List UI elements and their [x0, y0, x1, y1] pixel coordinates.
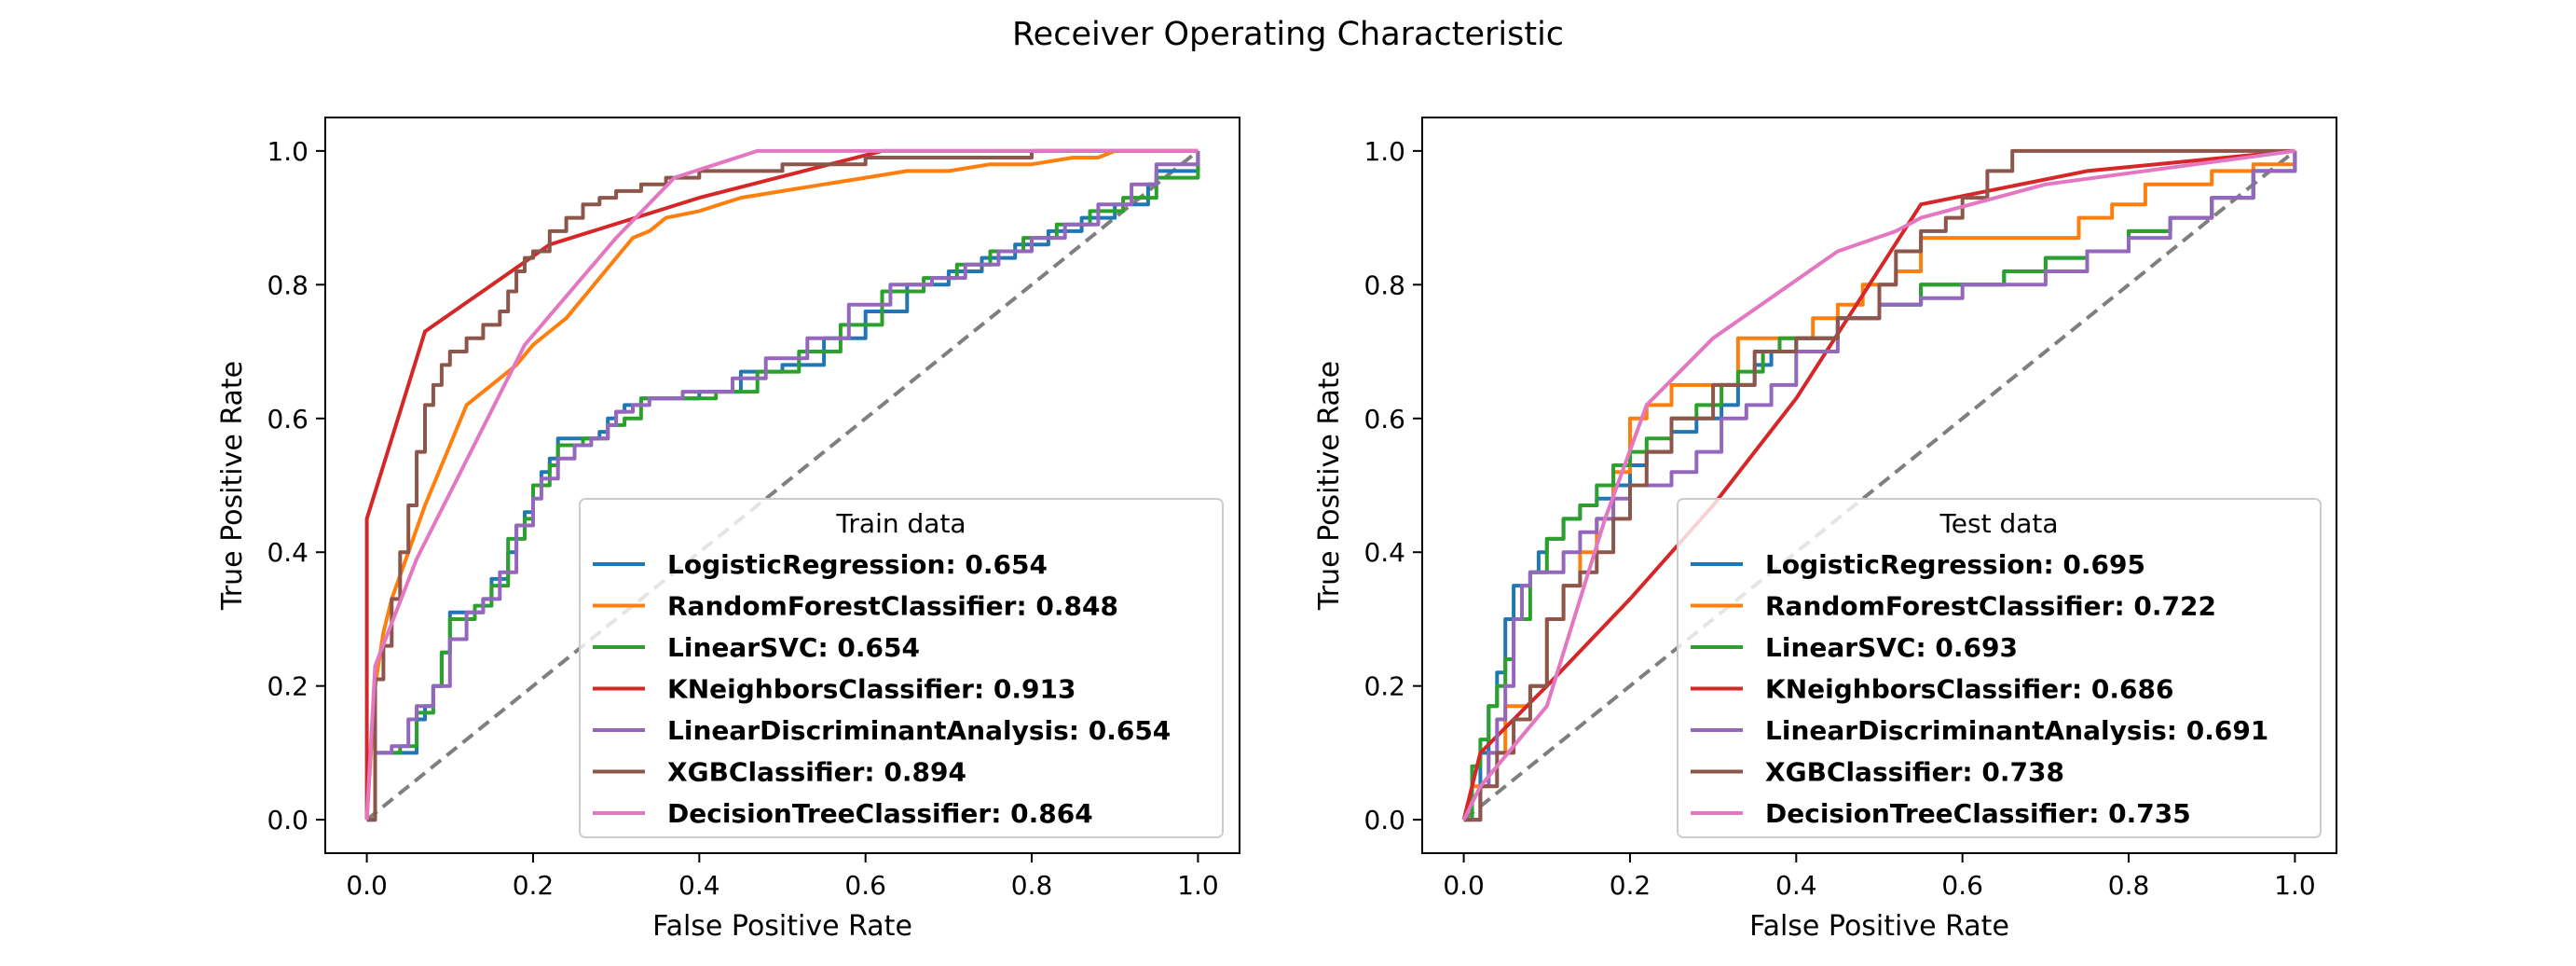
y-tick-label: 0.2 — [1363, 671, 1405, 702]
roc-curve-linearsvc — [366, 150, 1200, 822]
y-tick-label: 0.2 — [267, 671, 308, 702]
legend-entry: XGBClassifier: 0.738 — [1765, 757, 2064, 788]
legend-entry: LinearSVC: 0.693 — [1765, 632, 2018, 663]
roc-curve-lineardiscriminantanalysis — [1463, 150, 2297, 822]
legend-entry: KNeighborsClassifier: 0.686 — [1765, 674, 2173, 705]
legend-entry: KNeighborsClassifier: 0.913 — [667, 674, 1076, 705]
legend-title: Test data — [1939, 508, 2058, 539]
train-roc-panel: 0.0 0.2 0.4 0.6 0.8 1.0 0.0 0.2 0.4 0.6 0.8 1.0 Fals… — [216, 117, 1240, 943]
legend-entry: LinearDiscriminantAnalysis: 0.654 — [667, 715, 1171, 746]
y-tick-label: 0.4 — [1363, 537, 1405, 568]
legend-entry: LogisticRegression: 0.695 — [1765, 549, 2145, 580]
x-tick-label: 0.4 — [1775, 870, 1817, 901]
x-tick-label: 0.8 — [2108, 870, 2150, 901]
y-tick-label: 0.8 — [267, 269, 308, 300]
roc-curve-xgbclassifier — [1463, 148, 2295, 822]
roc-curve-randomforestclassifier — [364, 148, 1199, 821]
x-tick-label: 0.6 — [844, 870, 886, 901]
legend-entry: DecisionTreeClassifier: 0.735 — [1765, 798, 2191, 829]
legend-entry: LinearSVC: 0.654 — [667, 632, 920, 663]
x-tick-label: 0.0 — [346, 870, 388, 901]
y-tick-label: 0.8 — [1363, 269, 1405, 300]
legend-entry: LogisticRegression: 0.654 — [667, 549, 1048, 580]
roc-curve-lineardiscriminantanalysis — [366, 150, 1200, 822]
y-tick-label: 1.0 — [1363, 136, 1405, 167]
x-tick-label: 0.6 — [1941, 870, 1983, 901]
legend-entry: LinearDiscriminantAnalysis: 0.691 — [1765, 715, 2268, 746]
y-tick-label: 1.0 — [267, 136, 308, 167]
legend-box — [579, 498, 1224, 838]
legend-entry: DecisionTreeClassifier: 0.864 — [667, 798, 1093, 829]
chance-diagonal-line — [365, 149, 1199, 821]
test-roc-panel: 0.0 0.2 0.4 0.6 0.8 1.0 0.0 0.2 0.4 0.6 0.8 1.0 Fals… — [1313, 117, 2337, 943]
legend-entry: XGBClassifier: 0.894 — [667, 757, 966, 788]
chance-diagonal-line — [1462, 149, 2296, 821]
legend: Test data LogisticRegression: 0.695 Random… — [1677, 498, 2322, 838]
axes-frame — [324, 117, 1240, 854]
x-axis-label: False Positive Rate — [1749, 910, 2009, 943]
x-tick-label: 1.0 — [2274, 870, 2316, 901]
x-tick-label: 0.2 — [513, 870, 555, 901]
x-axis-label: False Positive Rate — [652, 910, 912, 943]
x-tick-label: 1.0 — [1177, 870, 1219, 901]
y-axis-label: True Positive Rate — [216, 361, 249, 611]
roc-curve-decisiontreeclassifier — [1461, 148, 2295, 821]
y-tick-label: 0.4 — [267, 537, 308, 568]
axes-frame — [1421, 117, 2337, 854]
y-axis-label: True Positive Rate — [1313, 361, 1346, 611]
y-tick-label: 0.0 — [1363, 805, 1405, 835]
roc-curve-xgbclassifier — [366, 148, 1199, 822]
legend-entry: RandomForestClassifier: 0.848 — [667, 591, 1118, 622]
x-tick-label: 0.2 — [1610, 870, 1651, 901]
y-tick-label: 0.6 — [267, 404, 308, 435]
legend-box — [1677, 498, 2322, 838]
y-tick-label: 0.0 — [267, 805, 308, 835]
figure-title: Receiver Operating Characteristic — [1012, 16, 1564, 53]
legend-entry: RandomForestClassifier: 0.722 — [1765, 591, 2216, 622]
x-tick-label: 0.0 — [1443, 870, 1485, 901]
roc-curve-decisiontreeclassifier — [364, 148, 1199, 821]
legend-title: Train data — [835, 508, 966, 539]
legend: Train data LogisticRegression: 0.654 Rando… — [579, 498, 1224, 838]
x-tick-label: 0.4 — [678, 870, 720, 901]
y-tick-label: 0.6 — [1363, 404, 1405, 435]
x-tick-label: 0.8 — [1011, 870, 1053, 901]
